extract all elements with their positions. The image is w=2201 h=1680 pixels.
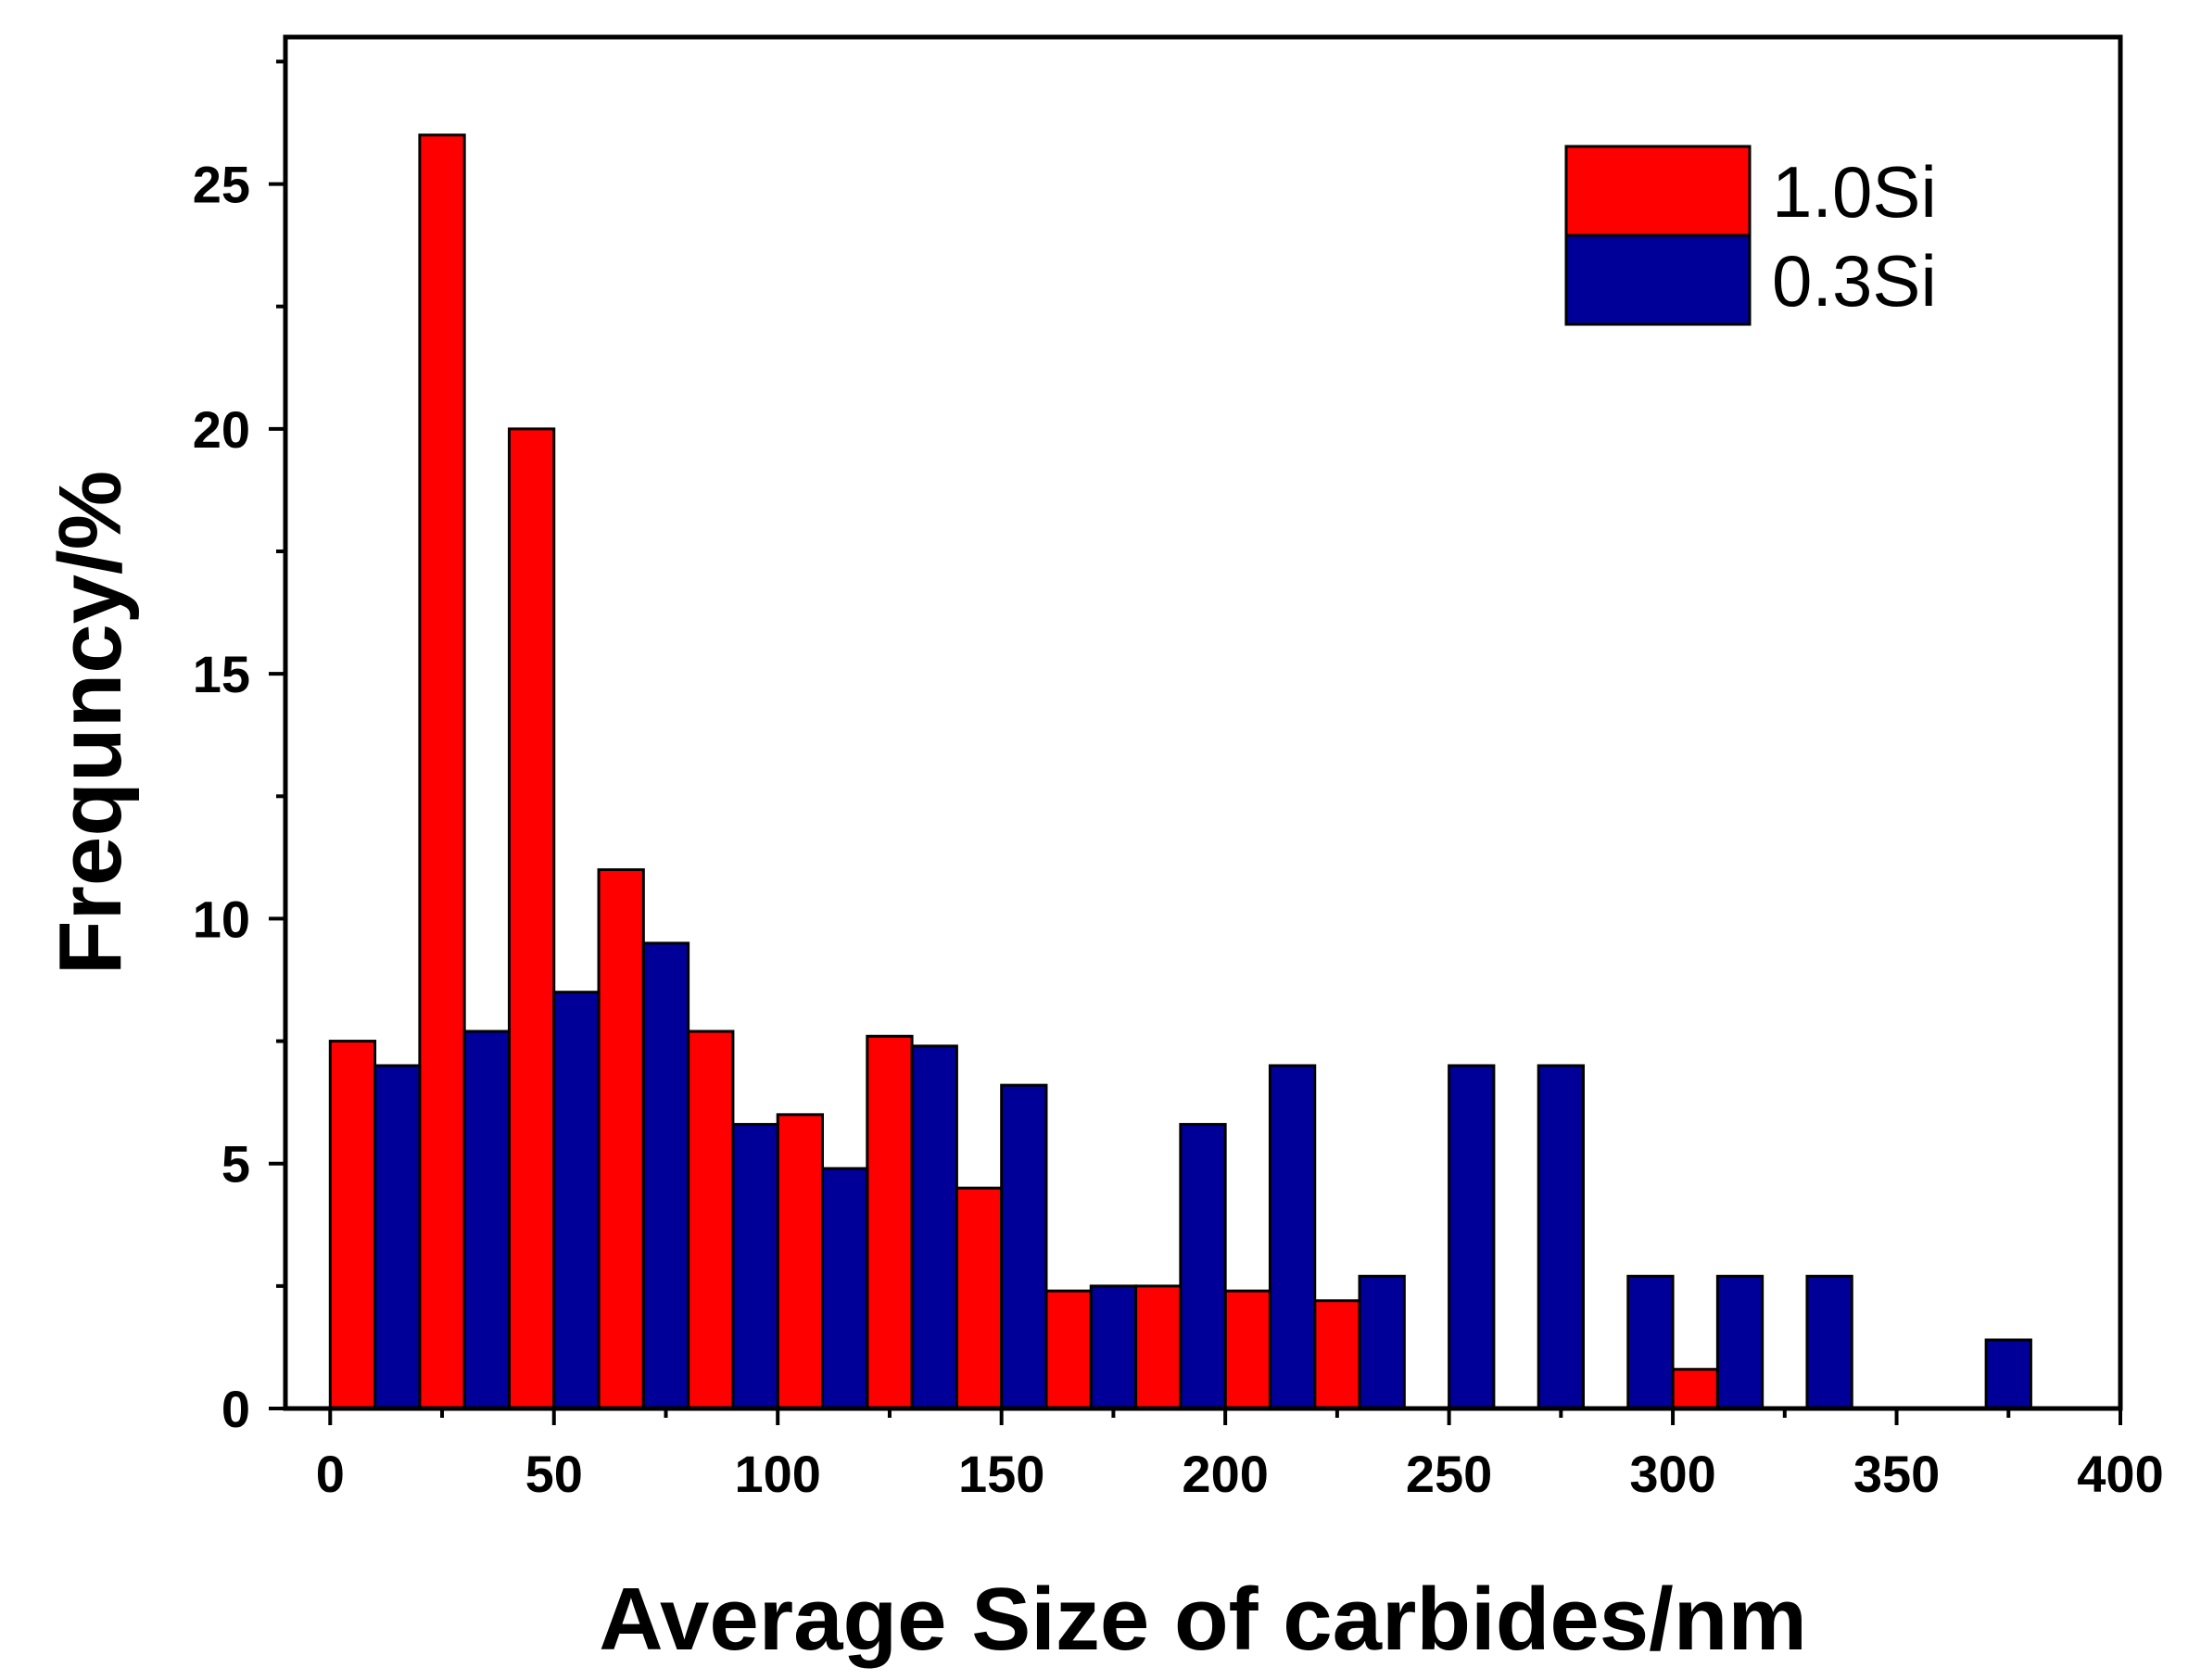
x-tick-label: 0 [316, 1445, 345, 1503]
bar-1.0Si-300 [1671, 1368, 1719, 1410]
bar-1.0Si-120 [866, 1034, 914, 1410]
legend-label-1.0Si: 1.0Si [1772, 151, 1937, 233]
bar-0.3Si-60 [641, 941, 690, 1410]
y-tick-label: 25 [193, 156, 250, 214]
bar-0.3Si-80 [731, 1122, 779, 1410]
bars-group [328, 133, 2032, 1410]
x-tick-label: 150 [958, 1445, 1044, 1503]
bar-0.3Si-0 [373, 1064, 422, 1410]
y-tick-label: 15 [193, 645, 250, 703]
bar-1.0Si-220 [1313, 1299, 1361, 1410]
bar-1.0Si-160 [1044, 1289, 1093, 1410]
bar-0.3Si-140 [1000, 1083, 1048, 1410]
bar-0.3Si-20 [462, 1029, 511, 1410]
bar-0.3Si-180 [1179, 1122, 1227, 1410]
bar-0.3Si-100 [821, 1167, 869, 1410]
bar-1.0Si-80 [687, 1029, 735, 1410]
bar-0.3Si-360 [1984, 1338, 2032, 1410]
bar-1.0Si-60 [597, 868, 645, 1410]
y-tick-label: 0 [221, 1380, 250, 1438]
x-axis-title: Average Size of carbides/nm [599, 1570, 1807, 1669]
bar-1.0Si-40 [507, 427, 556, 1410]
legend-swatch-1.0Si [1564, 145, 1752, 237]
y-tick-label: 10 [193, 890, 250, 948]
x-tick-label: 250 [1406, 1445, 1492, 1503]
bar-0.3Si-120 [910, 1044, 958, 1410]
bar-1.0Si-140 [955, 1186, 1004, 1410]
y-tick-label: 5 [221, 1135, 250, 1194]
bar-0.3Si-320 [1805, 1274, 1853, 1410]
bar-1.0Si-100 [776, 1113, 825, 1410]
bar-0.3Si-200 [1268, 1064, 1317, 1410]
x-tick-label: 50 [525, 1445, 583, 1503]
bar-0.3Si-300 [1715, 1274, 1765, 1410]
bar-1.0Si-20 [418, 133, 466, 1410]
x-tick-label: 200 [1182, 1445, 1268, 1503]
y-tick-label: 20 [193, 400, 250, 459]
bar-0.3Si-260 [1537, 1064, 1585, 1410]
x-tick-label: 350 [1853, 1445, 1940, 1503]
y-axis-title: Frequncy/% [41, 471, 140, 975]
bar-0.3Si-40 [552, 991, 601, 1410]
legend-swatch-0.3Si [1564, 234, 1752, 326]
bar-0.3Si-240 [1448, 1064, 1496, 1410]
plot-frame [283, 34, 2123, 1411]
bar-1.0Si-0 [328, 1040, 377, 1410]
bar-1.0Si-200 [1223, 1289, 1271, 1410]
legend-label-0.3Si: 0.3Si [1772, 240, 1937, 322]
x-tick-label: 400 [2077, 1445, 2163, 1503]
bar-1.0Si-180 [1134, 1284, 1183, 1410]
ticks-group: 0 50 100 150 200 250 300 350 400 0 5 10 15 20 25 [193, 59, 2164, 1503]
x-tick-label: 300 [1629, 1445, 1715, 1503]
bar-0.3Si-160 [1089, 1284, 1138, 1410]
x-tick-label: 100 [735, 1445, 821, 1503]
bar-0.3Si-220 [1358, 1274, 1406, 1410]
bar-0.3Si-280 [1626, 1274, 1675, 1410]
